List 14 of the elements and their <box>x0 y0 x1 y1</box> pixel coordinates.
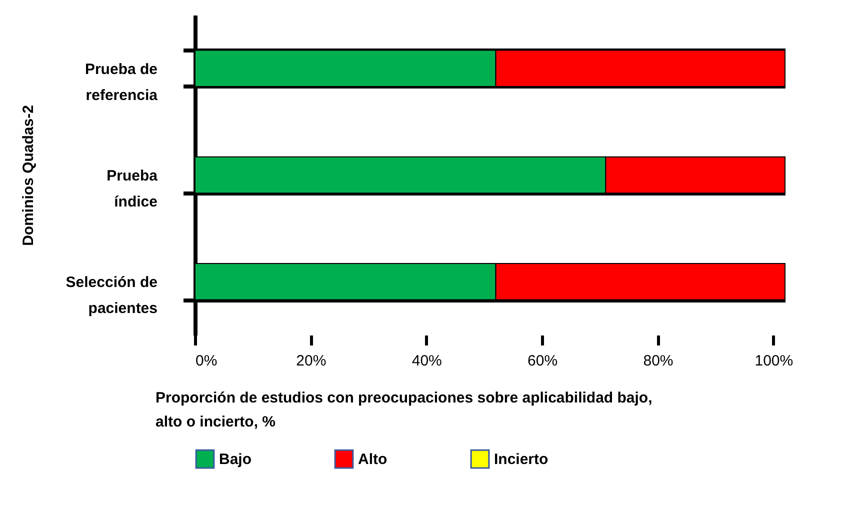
legend-label: Incierto <box>494 451 548 468</box>
x-tick-label: 0% <box>196 352 218 370</box>
y-axis-title: Dominios Quadas-2 <box>20 105 37 246</box>
x-tick-label: 100% <box>754 352 794 370</box>
x-tick-label: 40% <box>412 352 442 370</box>
x-tick-label: 60% <box>528 352 558 370</box>
legend-label: Bajo <box>219 451 252 468</box>
legend-label: Alto <box>358 451 388 468</box>
y-tick-label: Prueba de referencia <box>84 60 158 104</box>
y-tick-label: Selección de pacientes <box>66 274 158 318</box>
x-tick-label: 80% <box>643 352 674 370</box>
x-tick-label: 20% <box>296 352 326 370</box>
y-tick-label: Prueba índice <box>106 168 158 210</box>
x-axis-title: Proporción de estudios con preocupaciones sobre aplicabilidad bajo, alto o incierto, % <box>156 390 652 430</box>
